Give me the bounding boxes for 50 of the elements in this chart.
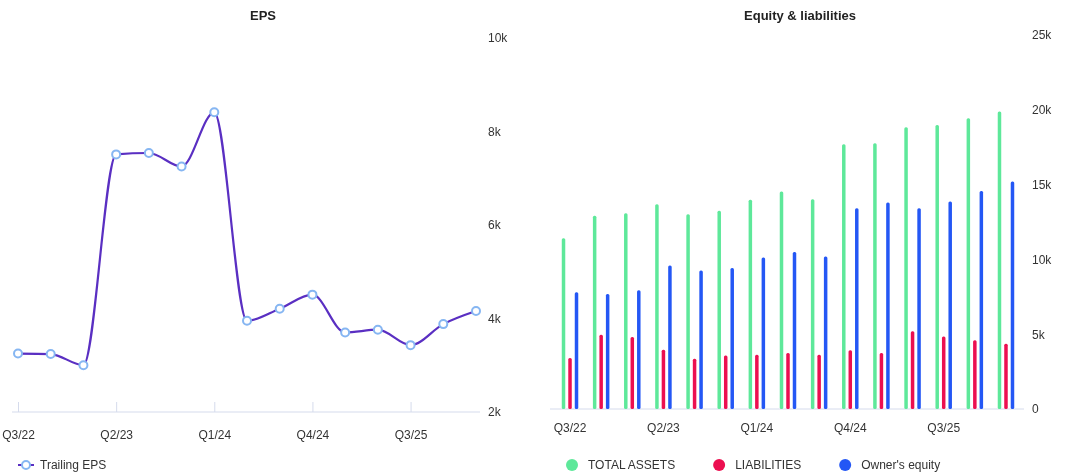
y-tick-label: 4k (488, 311, 502, 326)
legend-label: LIABILITIES (735, 458, 802, 472)
bar (948, 201, 952, 409)
bar (873, 143, 877, 409)
chart-title: EPS (249, 8, 277, 23)
y-tick-label: 15k (1032, 177, 1053, 192)
y-tick-label: 25k (1032, 28, 1053, 43)
y-tick-label: 0 (1032, 402, 1039, 417)
bar (817, 354, 821, 409)
bar (655, 204, 659, 409)
bar (624, 213, 628, 409)
x-tick-label: Q1/24 (740, 420, 774, 435)
x-tick-label: Q3/22 (553, 420, 587, 435)
bar (786, 353, 790, 409)
x-tick-label: Q3/25 (927, 420, 961, 435)
y-tick-label: 10k (488, 31, 509, 46)
bar (668, 265, 672, 409)
bar (842, 144, 846, 409)
y-tick-label: 6k (488, 218, 502, 233)
bar (717, 210, 721, 409)
bar (904, 127, 908, 409)
bar (599, 334, 603, 409)
bar (855, 208, 859, 409)
y-tick-label: 8k (488, 124, 502, 139)
bar (755, 354, 759, 409)
legend-label: Trailing EPS (40, 458, 107, 472)
bar (637, 290, 641, 409)
legend-label: TOTAL ASSETS (588, 458, 676, 472)
x-tick-label: Q2/23 (647, 420, 681, 435)
x-tick-label: Q4/24 (296, 427, 330, 442)
bar (730, 268, 734, 409)
bar (935, 124, 939, 409)
y-tick-label: 5k (1032, 327, 1046, 342)
bar (686, 214, 690, 409)
bar (699, 270, 703, 409)
x-tick-label: Q3/25 (394, 427, 428, 442)
bar (886, 202, 890, 409)
x-tick-label: Q3/22 (2, 427, 36, 442)
x-tick-label: Q2/23 (100, 427, 134, 442)
legend-label: Owner's equity (861, 458, 941, 472)
x-tick-label: Q4/24 (833, 420, 867, 435)
y-tick-label: 10k (1032, 252, 1053, 267)
y-tick-label: 2k (488, 405, 502, 420)
bar (973, 340, 977, 409)
bar (1004, 343, 1008, 409)
x-tick-label: Q1/24 (198, 427, 232, 442)
y-tick-label: 20k (1032, 103, 1053, 118)
chart-title: Equity & liabilities (744, 8, 856, 23)
bar (568, 357, 572, 409)
bar (917, 208, 921, 409)
